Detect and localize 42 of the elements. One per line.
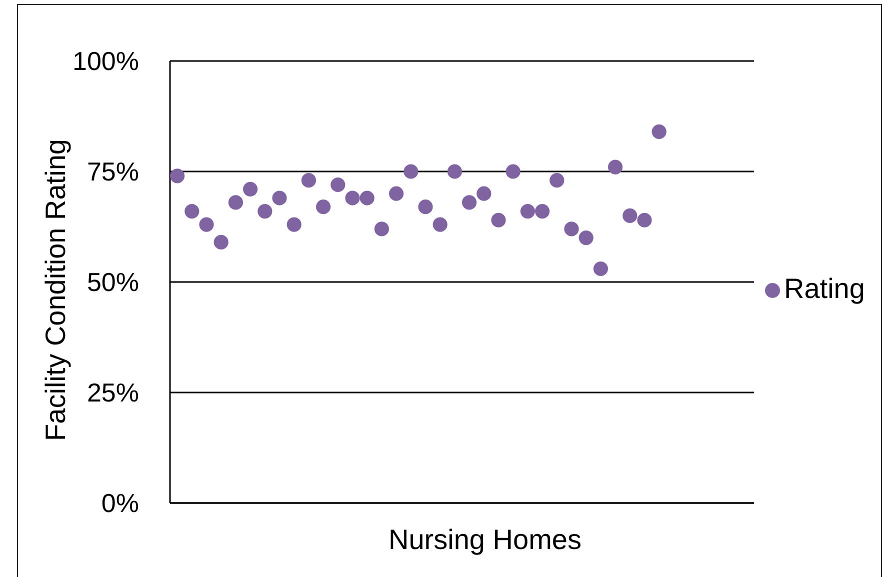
- point: [520, 204, 535, 219]
- legend-label: Rating: [784, 272, 865, 304]
- point: [199, 217, 214, 232]
- point: [389, 186, 404, 201]
- point: [564, 222, 579, 236]
- point: [550, 173, 564, 188]
- point: [330, 177, 346, 192]
- point: [418, 200, 433, 214]
- point: [491, 212, 506, 228]
- point: [272, 190, 287, 206]
- point: [228, 195, 243, 210]
- point: [652, 124, 666, 140]
- point: [622, 208, 638, 223]
- point: [506, 164, 520, 179]
- point: [447, 164, 462, 179]
- x-axis-title: Nursing Homes: [388, 524, 582, 554]
- point: [608, 160, 623, 174]
- point: [432, 217, 448, 232]
- point: [476, 186, 492, 201]
- point: [404, 164, 418, 179]
- point: [214, 234, 228, 250]
- point: [258, 204, 272, 219]
- point: [462, 195, 477, 210]
- y-tick-label: 0%: [101, 488, 139, 518]
- point: [374, 222, 389, 236]
- point: [184, 204, 200, 219]
- y-tick-label: 50%: [86, 267, 139, 298]
- point: [316, 200, 331, 214]
- point: [345, 190, 360, 206]
- y-tick-label: 100%: [72, 46, 139, 76]
- point: [170, 168, 185, 184]
- point: [243, 182, 258, 196]
- y-tick-label: 75%: [86, 156, 139, 187]
- point: [286, 217, 302, 232]
- y-axis-title: Facility Condition Rating: [40, 139, 70, 441]
- y-tick-label: 25%: [86, 378, 139, 408]
- point: [578, 230, 594, 246]
- point: [301, 173, 316, 188]
- point: [593, 261, 608, 276]
- point: [535, 204, 550, 219]
- point: [637, 212, 652, 228]
- point: [360, 190, 374, 206]
